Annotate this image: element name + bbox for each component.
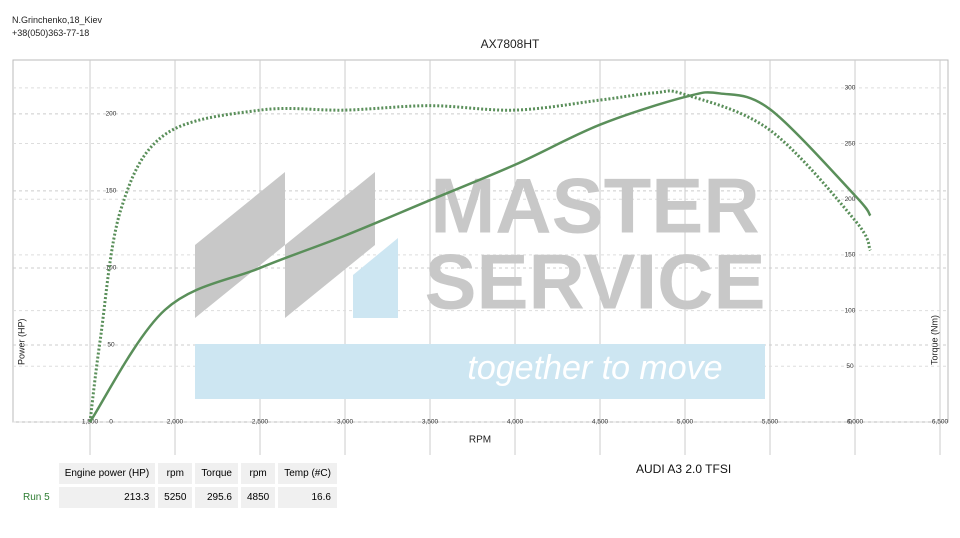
y2-tick-label: 200: [845, 196, 856, 203]
y-tick-label: 50: [107, 342, 115, 349]
logo-text: SERVICE: [424, 238, 765, 326]
y2-tick-label: 250: [845, 140, 856, 147]
cell: 295.6: [195, 487, 238, 508]
header-cell: Temp (#C): [278, 463, 337, 484]
x-tick-label: 4,500: [592, 419, 609, 426]
header-cell: rpm: [158, 463, 193, 484]
chart-title: AX7808HT: [481, 37, 540, 51]
table-row: Run 5 213.3 5250 295.6 4850 16.6: [17, 487, 337, 508]
x-tick-label: 5,000: [677, 419, 694, 426]
y-axis-label: Power (HP): [16, 318, 26, 365]
y2-tick-label: 50: [846, 363, 854, 370]
plot-frame: [12, 59, 949, 423]
logo-shape: [195, 172, 375, 318]
y-tick-label: 150: [106, 188, 117, 195]
series-line: [88, 91, 872, 423]
x-tick-label: 3,500: [422, 419, 439, 426]
header-cell: Torque: [195, 463, 238, 484]
x-tick-label: 1,500: [82, 419, 99, 426]
header-info: N.Grinchenko,18_Kiev +38(050)363-77-18: [12, 14, 102, 40]
logo-text: MASTER: [430, 162, 759, 250]
y2-tick-label: 150: [845, 252, 856, 259]
y2-tick-label: 300: [845, 85, 856, 92]
logo-slogan: together to move: [467, 349, 722, 387]
header-cell: Engine power (HP): [58, 463, 156, 484]
phone: +38(050)363-77-18: [12, 28, 90, 38]
y-tick-label: 0: [109, 419, 113, 426]
y2-tick-label: 0: [848, 419, 852, 426]
y2-tick-label: 100: [845, 307, 856, 314]
x-tick-label: 4,000: [507, 419, 524, 426]
x-tick-label: 2,000: [167, 419, 184, 426]
y2-axis-label: Torque (Nm): [929, 315, 939, 365]
cell: 4850: [241, 487, 276, 508]
logo-band: [195, 344, 765, 399]
logo-shape: [353, 238, 398, 318]
cell: 213.3: [58, 487, 156, 508]
x-axis-label: RPM: [469, 435, 491, 446]
x-tick-label: 5,500: [762, 419, 779, 426]
subtitle: AUDI A3 2.0 TFSI: [636, 462, 732, 476]
cell: [17, 463, 56, 484]
x-tick-label: 6,500: [932, 419, 949, 426]
cell: 5250: [158, 487, 193, 508]
series-line: [88, 89, 872, 423]
cell: 16.6: [278, 487, 337, 508]
y-tick-label: 100: [106, 265, 117, 272]
watermark: MASTER SERVICE together to move: [195, 162, 766, 399]
results-table: Engine power (HP) rpm Torque rpm Temp (#…: [14, 460, 340, 511]
header-cell: rpm: [241, 463, 276, 484]
x-tick-label: 6,000: [847, 419, 864, 426]
x-tick-label: 3,000: [337, 419, 354, 426]
run-label: Run 5: [23, 492, 50, 503]
chart: AX7808HT MASTER SERVICE together to move…: [12, 37, 949, 455]
author: N.Grinchenko,18_Kiev: [12, 15, 103, 25]
x-tick-label: 2,500: [252, 419, 269, 426]
table-header: Engine power (HP) rpm Torque rpm Temp (#…: [17, 463, 337, 484]
y-tick-label: 200: [106, 111, 117, 118]
